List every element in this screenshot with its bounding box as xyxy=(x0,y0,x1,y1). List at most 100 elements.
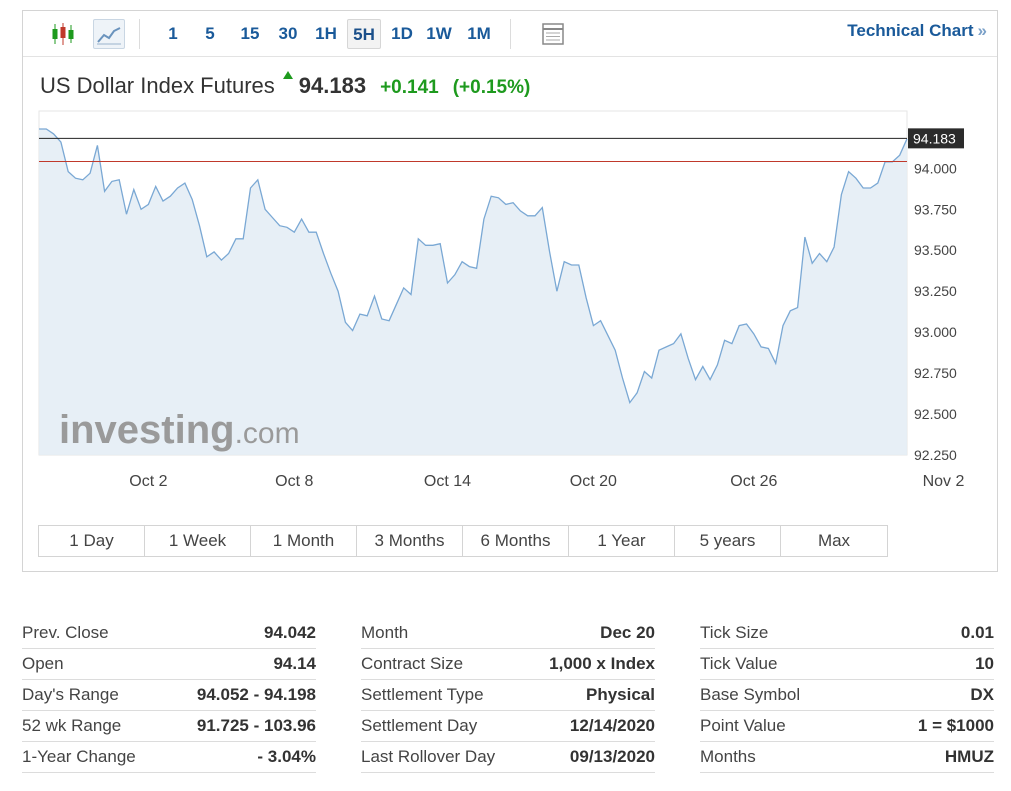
stat-value: 12/14/2020 xyxy=(569,716,655,735)
interval-1h[interactable]: 1H xyxy=(315,24,337,43)
line-chart-icon[interactable] xyxy=(93,19,125,49)
x-tick-label: Oct 20 xyxy=(570,473,617,490)
stat-value: 91.725 - 103.96 xyxy=(196,716,316,735)
interval-1m[interactable]: 1M xyxy=(467,24,491,43)
stat-row: Settlement Type Physical xyxy=(361,680,655,711)
interval-15[interactable]: 15 xyxy=(240,24,260,43)
stat-row: Open 94.14 xyxy=(22,649,316,680)
interval-1d[interactable]: 1D xyxy=(391,24,413,43)
series-line xyxy=(39,128,908,405)
stat-value: - 3.04% xyxy=(257,747,316,766)
y-tick-label: 92.750 xyxy=(914,365,957,381)
stat-value: 1,000 x Index xyxy=(549,654,655,673)
interval-5h[interactable]: 5H xyxy=(347,19,381,49)
stats-column: Tick Size 0.01 Tick Value 10 Base Symbol DX Po… xyxy=(700,618,994,773)
stat-value: DX xyxy=(970,685,994,704)
stat-label: Prev. Close xyxy=(22,623,109,642)
stat-label: Contract Size xyxy=(361,654,464,673)
interval-30[interactable]: 30 xyxy=(278,24,298,43)
y-tick-label: 93.500 xyxy=(914,242,957,258)
price-change: +0.141 xyxy=(380,77,439,98)
price-chart[interactable]: investing.com 92.250 92.500 92.750 93.000 93.… xyxy=(23,11,997,521)
stat-label: Settlement Type xyxy=(361,685,484,704)
stat-label: 1-Year Change xyxy=(22,747,136,766)
stat-label: Base Symbol xyxy=(700,685,801,704)
y-tick-label: 92.250 xyxy=(914,447,957,463)
stat-row: Day's Range 94.052 - 94.198 xyxy=(22,680,316,711)
range-tab-max[interactable]: Max xyxy=(817,531,851,550)
stat-row: 1-Year Change - 3.04% xyxy=(22,742,316,773)
stat-label: Tick Size xyxy=(700,623,769,642)
series-area xyxy=(39,129,907,455)
investing-watermark: investing.com xyxy=(59,408,300,452)
stat-value: 94.052 - 94.198 xyxy=(196,685,316,704)
range-selector: 1 Day 1 Week 1 Month 3 Months 6 Months 1 Year… xyxy=(38,525,888,557)
up-arrow-icon xyxy=(282,71,293,79)
stat-row: Month Dec 20 xyxy=(361,618,655,649)
stat-row: Settlement Day 12/14/2020 xyxy=(361,711,655,742)
range-tab-6-months[interactable]: 6 Months xyxy=(463,526,569,556)
price-change-percent: (+0.15%) xyxy=(452,77,531,98)
x-tick-label: Nov 2 xyxy=(923,473,965,490)
range-tab-1-day[interactable]: 1 Day xyxy=(39,526,145,556)
stats-column: Month Dec 20 Contract Size 1,000 x Index Set… xyxy=(361,618,655,773)
stat-value: Physical xyxy=(586,685,655,704)
y-tick-label: 93.250 xyxy=(914,283,957,299)
stat-value: 94.14 xyxy=(273,654,316,673)
stat-label: Months xyxy=(700,747,756,766)
stat-label: 52 wk Range xyxy=(22,716,122,735)
quote-header: US Dollar Index Futures 94.183 +0.141 (+0.1… xyxy=(40,71,531,101)
stats-column: Prev. Close 94.042 Open 94.14 Day's Range 94.… xyxy=(22,618,316,773)
y-tick-label: 92.500 xyxy=(914,406,957,422)
stat-label: Last Rollover Day xyxy=(361,747,496,766)
range-tab-3-months[interactable]: 3 Months xyxy=(357,526,463,556)
candlestick-chart-icon[interactable] xyxy=(47,19,79,49)
stat-value: 1 = $1000 xyxy=(917,716,994,735)
y-tick-label: 93.000 xyxy=(914,324,957,340)
interval-1w[interactable]: 1W xyxy=(426,24,452,43)
y-tick-label: 93.750 xyxy=(914,201,957,217)
stat-label: Settlement Day xyxy=(361,716,478,735)
stat-row: Base Symbol DX xyxy=(700,680,994,711)
stat-value: 0.01 xyxy=(960,623,994,642)
last-price: 94.183 xyxy=(298,73,367,98)
technical-chart-label: Technical Chart xyxy=(847,21,974,40)
range-tab-1-month[interactable]: 1 Month xyxy=(251,526,357,556)
technical-chart-link[interactable]: Technical Chart» xyxy=(847,21,987,41)
stat-row: Point Value 1 = $1000 xyxy=(700,711,994,742)
last-price-tag-label: 94.183 xyxy=(913,130,956,146)
stat-row: Contract Size 1,000 x Index xyxy=(361,649,655,680)
range-tab-5-years[interactable]: 5 years xyxy=(675,526,781,556)
x-tick-label: Oct 8 xyxy=(275,473,313,490)
table-icon[interactable] xyxy=(537,19,569,49)
x-tick-label: Oct 2 xyxy=(129,473,167,490)
stat-label: Tick Value xyxy=(700,654,778,673)
stat-label: Point Value xyxy=(700,716,786,735)
x-tick-label: Oct 26 xyxy=(730,473,777,490)
range-tab-1-year[interactable]: 1 Year xyxy=(569,526,675,556)
toolbar-divider xyxy=(139,19,140,49)
instrument-name: US Dollar Index Futures xyxy=(40,73,275,98)
stat-row: Prev. Close 94.042 xyxy=(22,618,316,649)
x-tick-label: Oct 14 xyxy=(424,473,471,490)
stat-value: HMUZ xyxy=(944,747,994,766)
stat-value: 94.042 xyxy=(264,623,316,642)
stat-value: 09/13/2020 xyxy=(569,747,655,766)
stat-value: Dec 20 xyxy=(600,623,655,642)
last-price-tag xyxy=(908,128,964,149)
stat-row: 52 wk Range 91.725 - 103.96 xyxy=(22,711,316,742)
interval-5[interactable]: 5 xyxy=(205,24,215,43)
stat-label: Month xyxy=(361,623,409,642)
interval-1[interactable]: 1 xyxy=(168,24,178,43)
stat-value: 10 xyxy=(975,654,994,673)
chart-toolbar: 1 5 15 30 1H 5H 1D 1W 1M Technical Chart» xyxy=(23,11,997,57)
double-chevron-right-icon: » xyxy=(977,21,987,40)
stat-label: Open xyxy=(22,654,64,673)
range-tab-1-week[interactable]: 1 Week xyxy=(145,526,251,556)
stat-label: Day's Range xyxy=(22,685,119,704)
chart-widget: 1 5 15 30 1H 5H 1D 1W 1M Technical Chart» US Dol… xyxy=(22,10,998,572)
stat-row: Tick Size 0.01 xyxy=(700,618,994,649)
toolbar-divider xyxy=(510,19,511,49)
y-tick-label: 94.000 xyxy=(914,160,957,176)
stat-row: Last Rollover Day 09/13/2020 xyxy=(361,742,655,773)
